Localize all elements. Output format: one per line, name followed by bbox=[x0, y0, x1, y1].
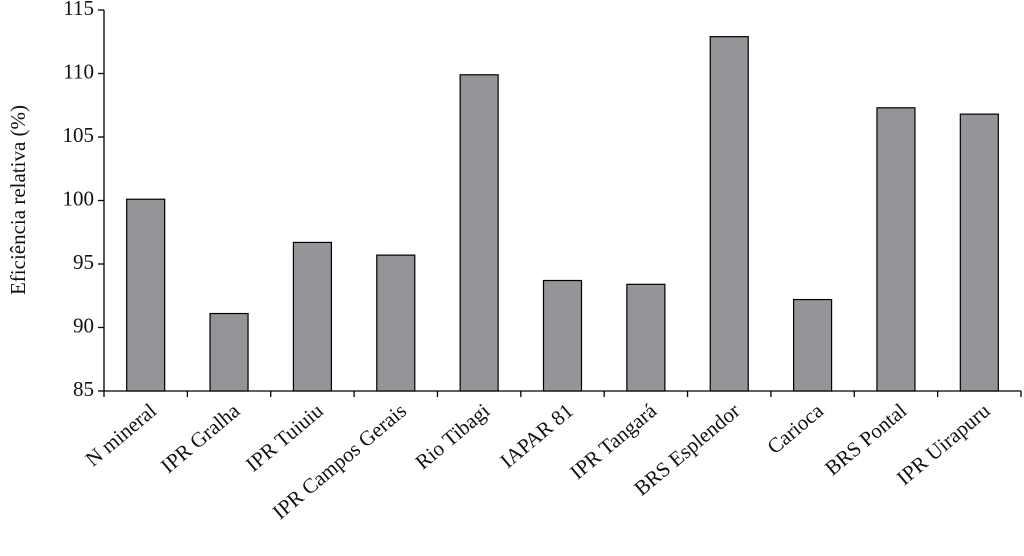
x-tick-label: IPR Tuiuiu bbox=[241, 398, 328, 476]
bar bbox=[376, 254, 416, 392]
bar bbox=[209, 312, 249, 392]
bar bbox=[542, 279, 583, 392]
bar bbox=[126, 198, 166, 392]
bar bbox=[459, 74, 499, 392]
bar bbox=[626, 283, 666, 392]
bar bbox=[792, 298, 833, 392]
x-tick-label: Rio Tibagi bbox=[411, 398, 495, 474]
y-tick-label: 100 bbox=[63, 186, 95, 210]
x-tick-label: IPR Uirapuru bbox=[892, 398, 995, 490]
bar bbox=[709, 36, 749, 392]
y-tick-label: 110 bbox=[63, 59, 94, 83]
y-axis-label: Eficiência relativa (%) bbox=[6, 105, 30, 295]
y-tick-label: 115 bbox=[63, 0, 94, 20]
y-tick-label: 105 bbox=[63, 123, 95, 147]
bar bbox=[959, 113, 999, 392]
x-tick-label: IAPAR 81 bbox=[495, 398, 577, 473]
x-tick-label: IPR Gralha bbox=[156, 398, 245, 478]
bar bbox=[876, 107, 916, 392]
y-tick-label: 90 bbox=[73, 313, 94, 337]
x-tick-label: N mineral bbox=[81, 398, 161, 471]
y-tick-label: 95 bbox=[73, 250, 94, 274]
x-tick-label: Carioca bbox=[762, 398, 828, 459]
y-tick-label: 85 bbox=[73, 377, 94, 401]
bar bbox=[292, 241, 333, 392]
